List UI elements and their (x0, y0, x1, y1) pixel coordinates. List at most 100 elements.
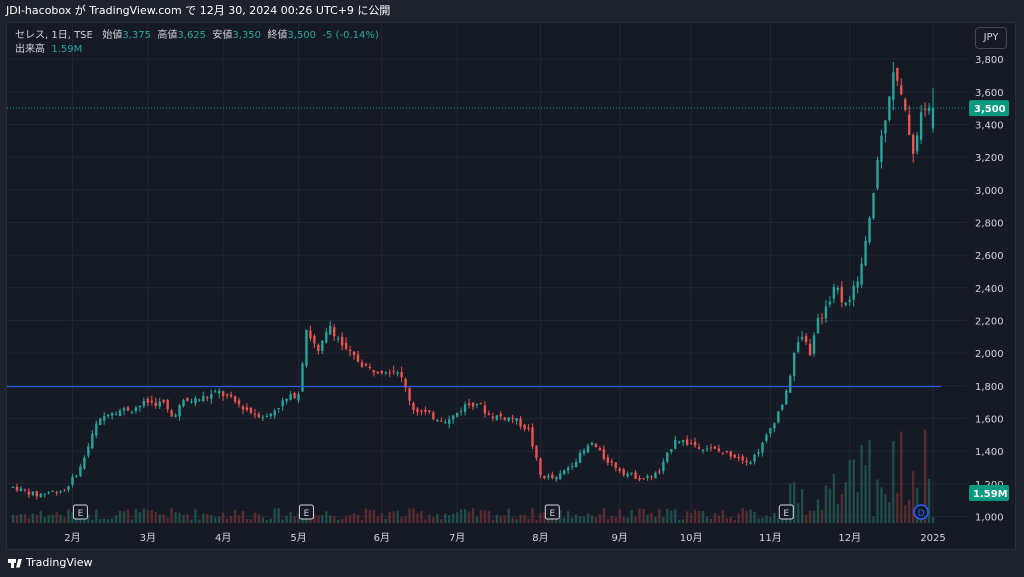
volume-bar (245, 518, 249, 523)
candle-body (285, 398, 288, 402)
candle-body (392, 370, 395, 372)
x-tick-label: 8月 (532, 532, 548, 544)
volume-bar (31, 513, 35, 523)
candle-body (638, 478, 641, 480)
candle-body (174, 415, 177, 417)
candle-body (598, 448, 602, 451)
volume-bar (154, 512, 157, 523)
volume-bar (293, 516, 296, 523)
candle-body (114, 414, 118, 416)
volume-bar (836, 504, 840, 523)
candle-body (586, 445, 590, 453)
volume-bar (717, 515, 721, 523)
candle-body (241, 406, 245, 410)
volume-bar (860, 444, 863, 523)
candle-body (614, 462, 617, 468)
candle-body (178, 405, 181, 417)
volume-bar (876, 479, 879, 523)
volume-bar (114, 515, 118, 523)
candle-body (451, 415, 455, 420)
volume-bar (773, 512, 776, 523)
candle-body (198, 399, 201, 401)
candle-body (816, 318, 820, 334)
chart-panel[interactable]: 1,0001,2001,4001,6001,8002,0002,2002,400… (6, 22, 1016, 550)
candle-body (321, 340, 324, 352)
candle-body (523, 424, 526, 430)
tradingview-logo-icon (8, 557, 22, 569)
candle-body (479, 402, 483, 404)
candle-body (233, 396, 237, 402)
volume-bar (249, 519, 253, 523)
volume-bar (721, 510, 725, 523)
candle-body (880, 135, 883, 163)
candle-body (904, 99, 907, 110)
volume-bar (610, 515, 613, 523)
volume-bar (559, 510, 562, 523)
volume-bar (71, 512, 74, 523)
candle-body (424, 409, 427, 412)
y-tick-label: 2,600 (975, 251, 1004, 262)
volume-bar (582, 516, 586, 523)
volume-bar (900, 431, 903, 523)
candle-body (336, 338, 340, 340)
volume-bar (793, 482, 796, 523)
volume-bar (848, 459, 851, 523)
volume-bar (190, 519, 193, 523)
candle-body (789, 375, 792, 393)
candle-body (261, 417, 265, 419)
candle-body (606, 457, 610, 463)
candle-body (436, 419, 439, 421)
candle-body (396, 372, 399, 374)
currency-button[interactable]: JPY (975, 27, 1007, 49)
volume-bar (808, 510, 812, 523)
candle-body (793, 353, 796, 376)
volume-bar (884, 494, 887, 523)
y-tick-label: 1,600 (975, 414, 1004, 425)
volume-label: 出来高 (15, 44, 45, 55)
volume-tag (969, 485, 1009, 501)
candle-body (404, 378, 407, 388)
volume-bar (693, 509, 697, 523)
candle-body (245, 407, 249, 410)
volume-bar (499, 515, 502, 523)
volume-bar (404, 515, 407, 523)
volume-bar (440, 519, 443, 523)
volume-bar (495, 514, 498, 523)
volume-bar (301, 518, 304, 523)
candle-body (761, 442, 764, 453)
volume-bar (598, 514, 602, 523)
candle-body (674, 439, 677, 449)
volume-bar (880, 487, 883, 523)
volume-bar (594, 517, 598, 523)
volume-bar (463, 509, 467, 523)
candle-body (372, 369, 376, 373)
candle-body (130, 411, 134, 413)
volume-bar (670, 510, 673, 523)
candle-body (190, 401, 193, 403)
x-tick-label: 3月 (140, 532, 156, 544)
tradingview-logo[interactable]: TradingView (8, 556, 92, 569)
volume-bar (110, 518, 114, 523)
volume-bar (685, 511, 689, 523)
candlestick-chart[interactable]: 1,0001,2001,4001,6001,8002,0002,2002,400… (7, 23, 1015, 549)
volume-bar (479, 510, 483, 523)
candle-body (622, 469, 625, 475)
x-tick-label: 2025 (920, 533, 945, 544)
volume-bar (178, 512, 181, 523)
candle-body (313, 336, 316, 344)
candle-body (812, 335, 816, 354)
volume-bar (927, 478, 931, 523)
candle-body (547, 475, 550, 478)
volume-bar (444, 513, 447, 523)
candle-body (146, 399, 150, 403)
volume-bar (392, 511, 395, 523)
volume-bar (804, 514, 808, 523)
candle-body (642, 478, 645, 480)
volume-bar (455, 512, 459, 523)
volume-value: 1.59M (51, 44, 83, 55)
x-tick-label: 11月 (759, 532, 782, 544)
tradingview-brand: TradingView (26, 556, 93, 569)
volume-bar (400, 517, 403, 523)
volume-bar (614, 517, 617, 523)
earnings-marker-label: E (783, 509, 789, 519)
